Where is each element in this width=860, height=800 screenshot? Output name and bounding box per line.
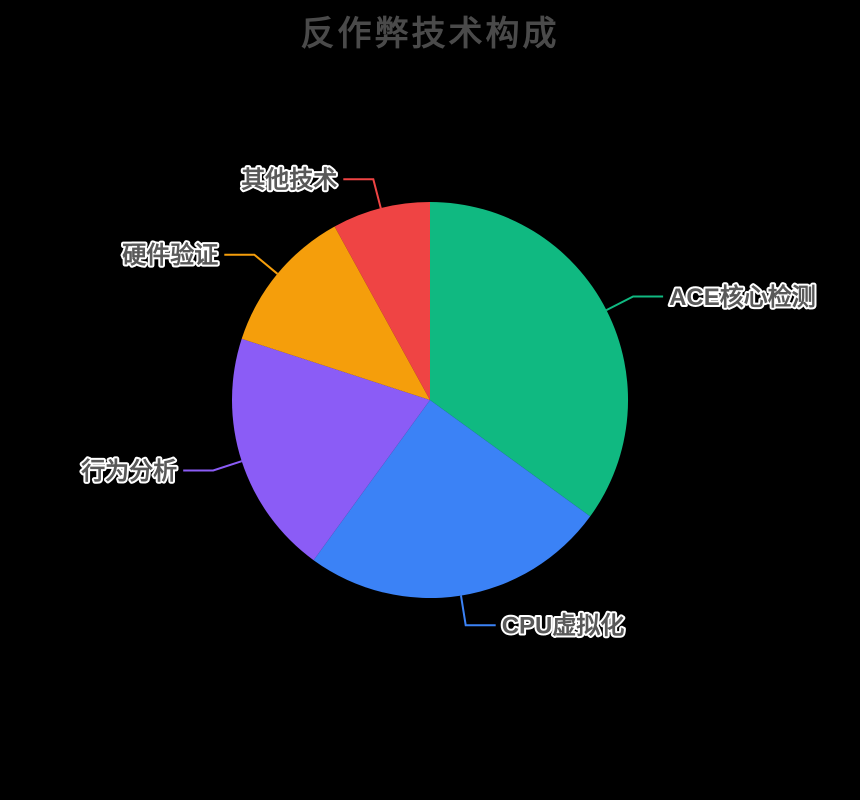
slice-label-4: 硬件验证 — [122, 241, 218, 269]
label-line-2 — [460, 595, 496, 627]
label-line-5 — [343, 178, 382, 209]
slice-label-3: 行为分析 — [80, 457, 177, 485]
pie-slice-1[interactable] — [430, 202, 629, 517]
pie-slice-5[interactable] — [334, 202, 430, 400]
slice-label-2: CPU虚拟化 — [502, 612, 625, 640]
label-line-1 — [605, 295, 664, 311]
label-line-3 — [183, 460, 243, 472]
chart-title: 反作弊技术构成 — [300, 15, 560, 53]
label-line-4 — [224, 253, 279, 275]
slice-label-5: 其他技术 — [241, 167, 337, 194]
slice-label-1: ACE核心检测 — [669, 283, 816, 311]
pie-slice-4[interactable] — [241, 226, 430, 401]
pie-slice-3[interactable] — [231, 338, 430, 561]
pie-slice-2[interactable] — [313, 400, 591, 599]
